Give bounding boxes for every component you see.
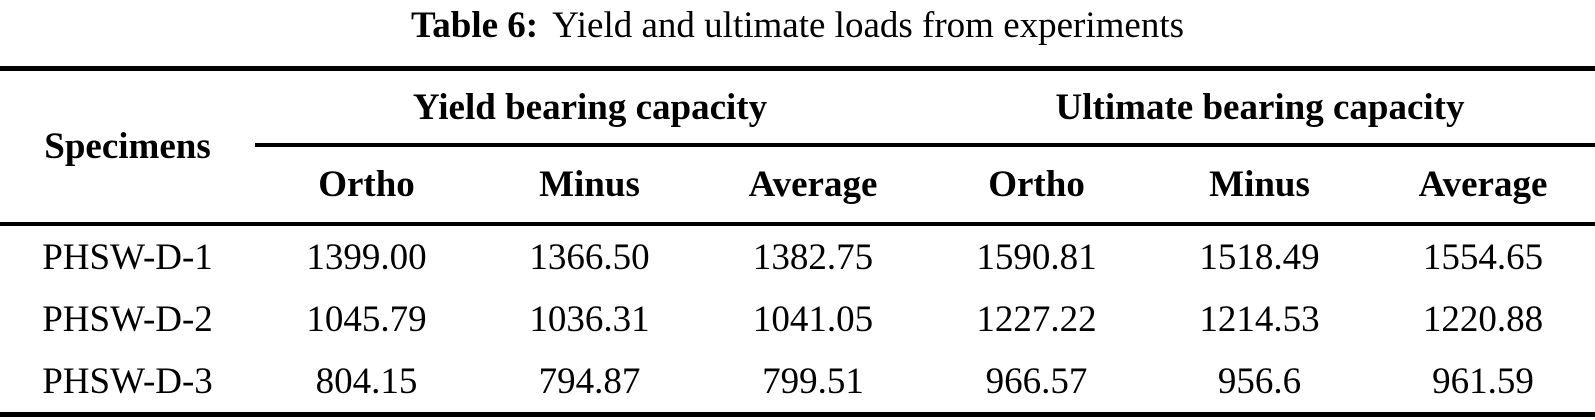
table-caption-text: Yield and ultimate loads from experiment… [552,5,1185,46]
table-row: PHSW-D-3 804.15 794.87 799.51 966.57 956… [0,350,1595,415]
value-cell: 1399.00 [306,236,427,278]
subheader-ultimate-ortho: Ortho [925,145,1149,226]
value-cell: 966.57 [985,360,1088,402]
value-cell: 1518.49 [1199,236,1320,278]
value-cell: 1382.75 [752,236,874,278]
table-caption-label: Table 6: [410,5,539,46]
value-cell: 799.51 [762,360,864,402]
value-cell: 1041.05 [752,298,874,340]
group-header-yield-bearing-capacity: Yield bearing capacity [255,68,926,147]
table-group-header-row: Specimens Yield bearing capacity Ultimat… [0,68,1595,226]
subheader-ultimate-minus: Minus [1148,145,1372,226]
value-cell: 1214.53 [1199,298,1320,340]
subheader-ultimate-average: Average [1371,145,1595,226]
value-cell: 804.15 [315,360,418,402]
specimen-cell: PHSW-D-3 [42,360,213,402]
value-cell: 1045.79 [306,298,427,340]
group-header-ultimate-bearing-capacity: Ultimate bearing capacity [925,68,1595,147]
column-header-specimens: Specimens [0,68,255,226]
value-cell: 1227.22 [976,298,1097,340]
value-cell: 956.6 [1217,360,1302,402]
specimen-cell: PHSW-D-1 [42,236,213,278]
subheader-yield-ortho: Ortho [255,145,478,226]
value-cell: 794.87 [538,360,641,402]
table-subheader-row: Ortho Minus Average Ortho Minus Average [0,145,1595,226]
table-caption: Table 6: Yield and ultimate loads from ex… [0,0,1595,66]
subheader-yield-minus: Minus [478,145,701,226]
table-row: PHSW-D-2 1045.79 1036.31 1041.05 1227.22… [0,288,1595,350]
value-cell: 961.59 [1432,360,1534,402]
value-cell: 1590.81 [976,236,1097,278]
value-cell: 1036.31 [529,298,650,340]
specimen-cell: PHSW-D-2 [42,298,213,340]
value-cell: 1366.50 [529,236,650,278]
table-row: PHSW-D-1 1399.00 1366.50 1382.75 1590.81… [0,224,1595,288]
subheader-yield-average: Average [701,145,926,226]
value-cell: 1554.65 [1422,236,1544,278]
loads-table: Specimens Yield bearing capacity Ultimat… [0,66,1595,417]
value-cell: 1220.88 [1422,298,1544,340]
